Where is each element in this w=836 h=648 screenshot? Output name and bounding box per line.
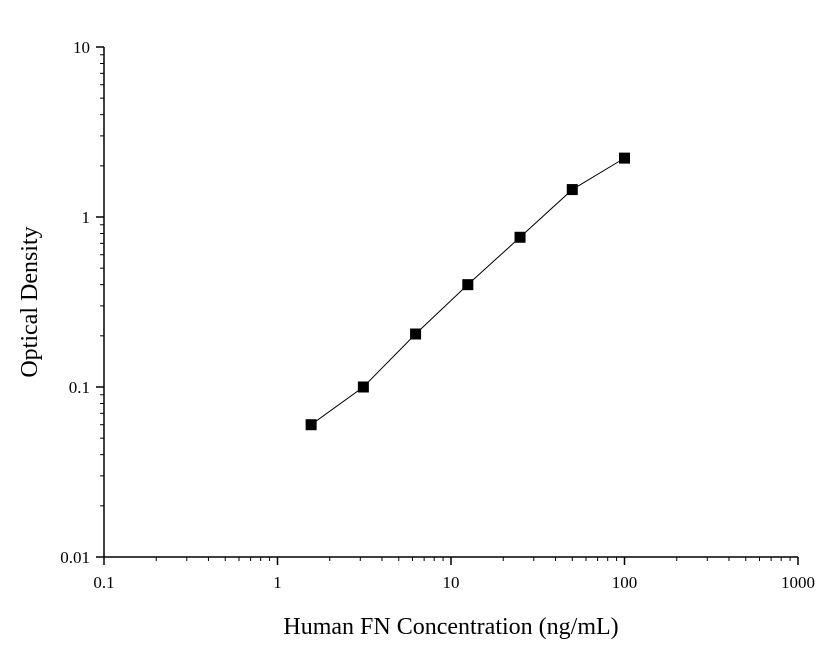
x-tick-label: 100 — [612, 573, 638, 592]
data-point — [305, 419, 317, 431]
data-point — [566, 184, 578, 196]
plot-area — [305, 152, 630, 431]
y-tick-label: 1 — [82, 208, 91, 227]
data-point — [462, 279, 474, 291]
y-axis-ticks: 0.01 0.1 1 10 — [60, 38, 104, 567]
x-axis-ticks: 0.1 1 10 100 1000 — [93, 557, 815, 592]
data-point — [410, 328, 422, 340]
x-tick-label: 10 — [443, 573, 460, 592]
data-point — [619, 152, 630, 164]
data-point — [357, 381, 369, 393]
data-point — [514, 231, 526, 243]
axes — [103, 47, 798, 558]
x-tick-label: 1 — [273, 573, 282, 592]
x-tick-label: 0.1 — [93, 573, 114, 592]
y-tick-label: 10 — [73, 38, 90, 57]
y-axis-title: Optical Density — [17, 226, 43, 377]
y-tick-label: 0.01 — [60, 548, 90, 567]
y-tick-label: 0.1 — [69, 378, 90, 397]
x-axis-title: Human FN Concentration (ng/mL) — [283, 614, 618, 640]
x-tick-label: 1000 — [781, 573, 815, 592]
